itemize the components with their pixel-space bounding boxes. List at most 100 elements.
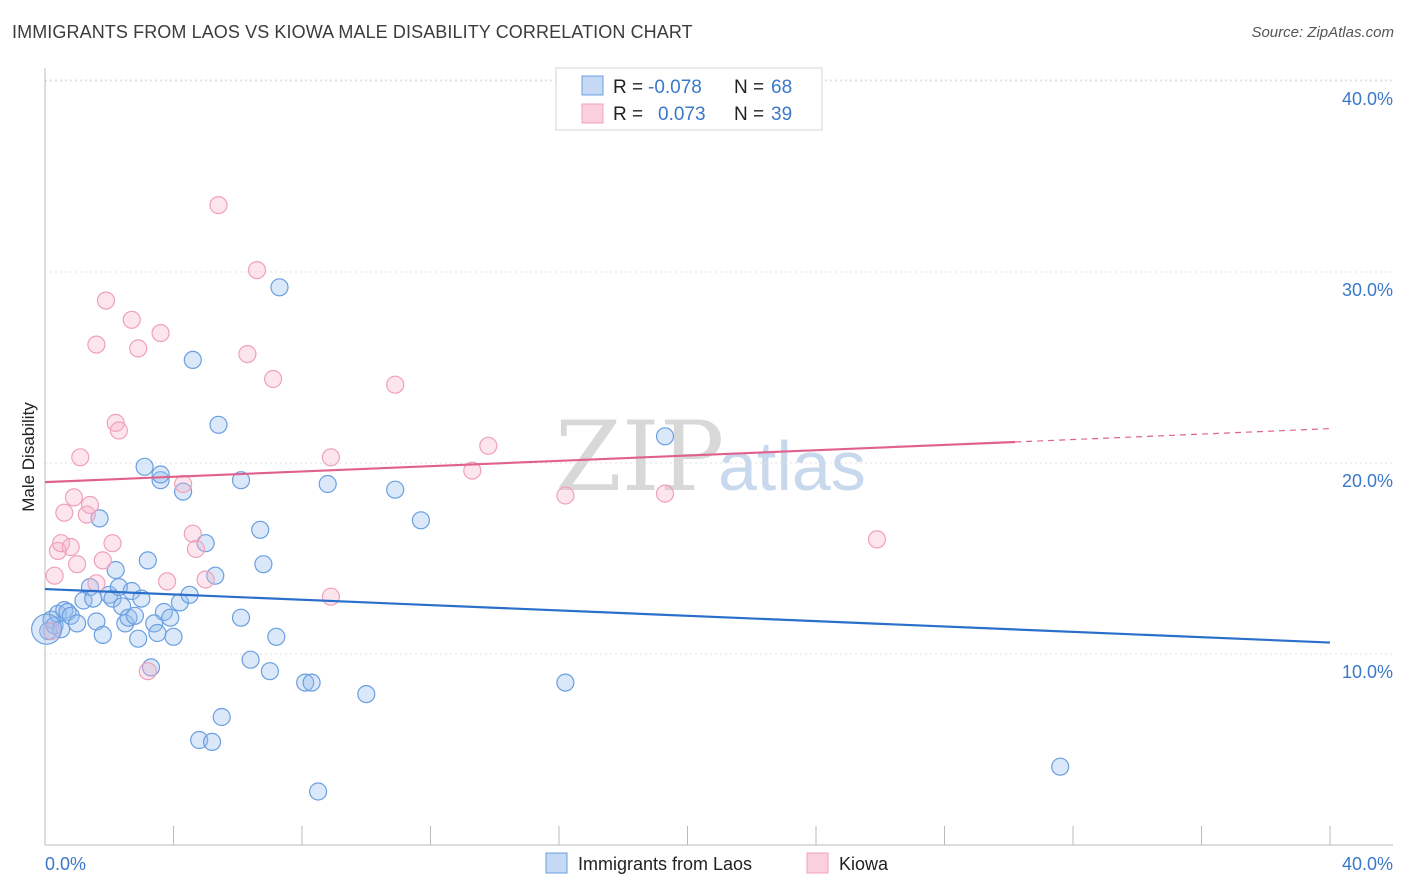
kiowa-trend-extension: [1015, 428, 1331, 443]
source-label: Source: ZipAtlas.com: [1251, 24, 1394, 41]
laos-point: [122, 581, 141, 601]
laos-point: [302, 673, 321, 692]
kiowa-point: [386, 375, 405, 394]
laos-point: [209, 415, 228, 434]
laos-point: [125, 606, 144, 625]
laos-point: [296, 673, 315, 692]
laos-point: [260, 662, 279, 681]
legend-n-value-kiowa: 39: [771, 104, 792, 125]
legend-r-label-kiowa: R =: [613, 104, 643, 125]
laos-point: [151, 465, 170, 484]
kiowa-point: [55, 503, 74, 522]
legend-r-value-kiowa: 0.073: [658, 104, 706, 125]
kiowa-point: [93, 551, 112, 570]
legend-swatch-laos: [581, 75, 604, 96]
kiowa-point: [109, 421, 129, 440]
laos-point: [196, 534, 215, 553]
kiowa-point: [77, 505, 96, 524]
correlation-legend: R = -0.078 N = 68 R = 0.073 N = 39: [555, 67, 823, 131]
laos-point: [183, 350, 202, 369]
kiowa-point: [138, 662, 157, 681]
laos-point: [203, 732, 222, 752]
kiowa-point: [655, 484, 675, 503]
laos-point: [161, 608, 180, 627]
kiowa-point: [321, 448, 340, 467]
kiowa-point: [51, 534, 71, 553]
legend-r-label-laos: R =: [613, 77, 643, 98]
y-axis-label: Male Disability: [19, 402, 38, 512]
laos-point: [151, 471, 170, 490]
laos-point: [267, 627, 286, 646]
laos-point: [135, 457, 154, 476]
y-tick-labels: 10.0% 20.0% 30.0% 40.0%: [1342, 89, 1393, 682]
laos-point: [270, 278, 289, 297]
laos-point: [556, 673, 575, 692]
grid-lines: [45, 79, 1393, 655]
laos-point: [84, 589, 103, 608]
laos-point: [206, 566, 225, 585]
laos-point: [251, 520, 270, 539]
data-points: [31, 196, 1070, 801]
laos-point: [357, 684, 376, 704]
kiowa-point: [196, 570, 215, 589]
kiowa-point: [186, 539, 206, 559]
laos-point: [1051, 757, 1070, 776]
kiowa-point: [67, 555, 87, 574]
laos-point: [112, 597, 132, 616]
laos-point: [67, 614, 87, 633]
kiowa-point: [96, 291, 116, 310]
kiowa-point: [45, 566, 64, 585]
laos-point: [241, 650, 260, 669]
kiowa-point: [247, 261, 267, 280]
kiowa-point: [238, 345, 257, 364]
legend-n-label-laos: N =: [734, 77, 764, 98]
bottom-legend-label-laos: Immigrants from Laos: [578, 854, 752, 874]
laos-point: [309, 782, 328, 801]
laos-point: [254, 555, 273, 574]
legend-n-label-kiowa: N =: [734, 104, 764, 125]
legend-r-value-laos: -0.078: [648, 77, 702, 98]
y-tick-label: 40.0%: [1342, 89, 1393, 109]
laos-point: [31, 613, 63, 645]
kiowa-point: [64, 488, 84, 507]
laos-point: [61, 606, 80, 625]
chart-title: IMMIGRANTS FROM LAOS VS KIOWA MALE DISAB…: [12, 22, 693, 42]
kiowa-point: [867, 530, 887, 549]
laos-point: [103, 589, 122, 608]
y-tick-label: 30.0%: [1342, 280, 1393, 300]
y-tick-label: 10.0%: [1342, 662, 1393, 682]
kiowa-point: [183, 524, 202, 543]
laos-point: [386, 480, 405, 499]
laos-point: [231, 471, 251, 490]
series-legend: Immigrants from Laos Kiowa: [545, 852, 889, 874]
kiowa-point: [463, 461, 482, 480]
bottom-legend-swatch-kiowa: [806, 852, 829, 874]
x-tick-label-min: 0.0%: [45, 854, 86, 874]
legend-swatch-kiowa: [581, 103, 604, 124]
kiowa-point: [71, 448, 90, 467]
kiowa-point: [129, 339, 148, 358]
laos-point: [212, 707, 231, 727]
laos-point: [148, 623, 167, 643]
kiowa-point: [174, 474, 193, 494]
axes: [44, 68, 1393, 846]
laos-point: [93, 625, 112, 645]
y-tick-label: 20.0%: [1342, 471, 1393, 491]
watermark-atlas: atlas: [718, 427, 866, 505]
laos-point: [138, 551, 157, 570]
laos-point: [318, 474, 337, 494]
kiowa-point: [264, 369, 283, 389]
legend-n-value-laos: 68: [771, 77, 792, 98]
laos-point: [129, 629, 148, 648]
kiowa-point: [87, 574, 106, 593]
kiowa-point: [151, 324, 170, 343]
kiowa-point: [321, 587, 340, 606]
bottom-legend-label-kiowa: Kiowa: [839, 854, 889, 874]
laos-point: [174, 482, 193, 501]
kiowa-point: [80, 495, 100, 515]
laos-point: [132, 589, 151, 608]
kiowa-point: [61, 537, 80, 557]
laos-point: [116, 614, 135, 633]
kiowa-point: [42, 621, 61, 641]
